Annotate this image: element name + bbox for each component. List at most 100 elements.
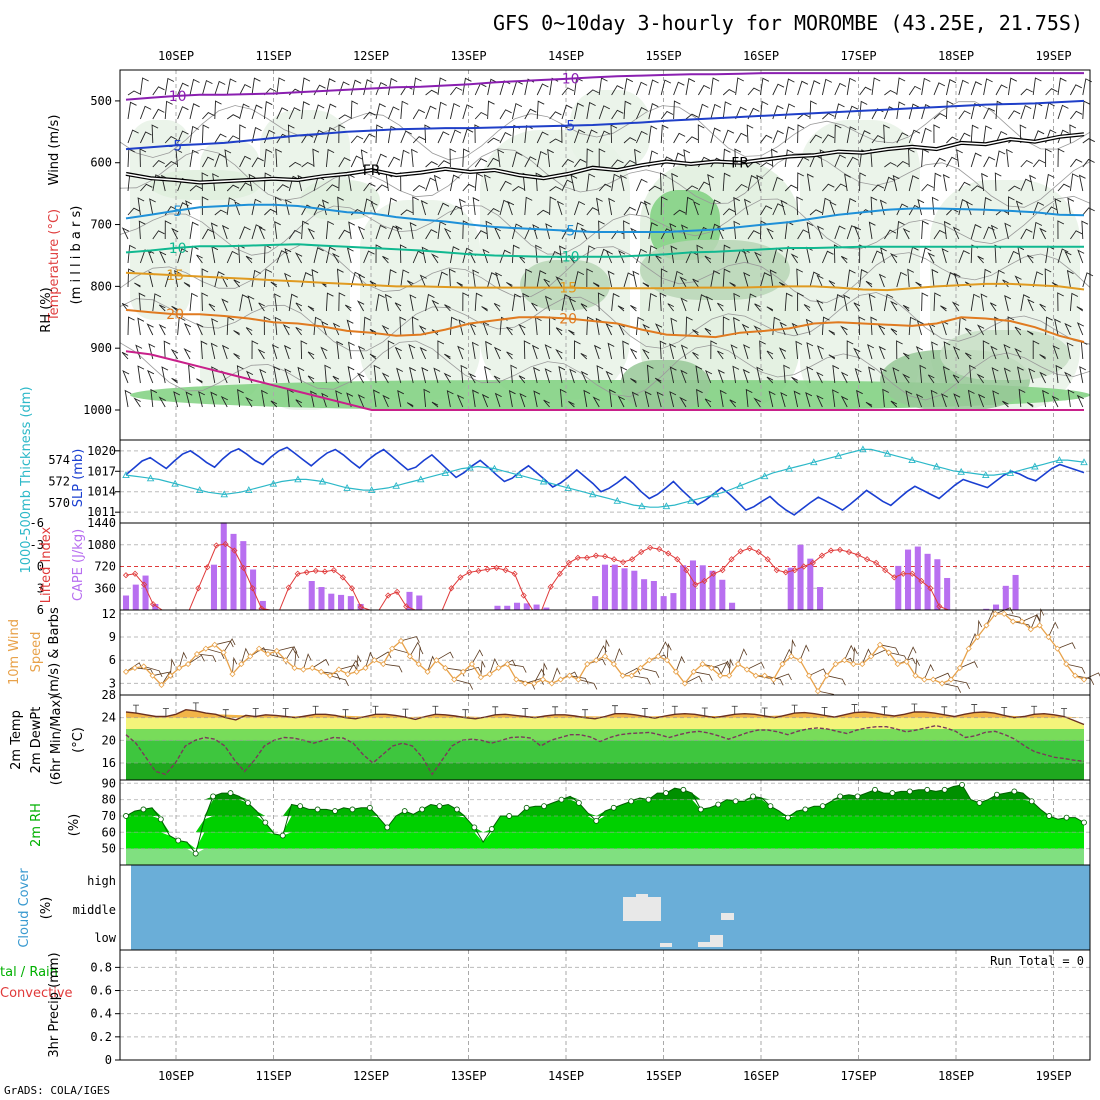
- rh-contour-line: [119, 148, 1091, 208]
- upper-wind-barb: [680, 297, 688, 312]
- upper-wind-barb: [356, 372, 365, 384]
- upper-wind-barb: [710, 77, 720, 96]
- upper-wind-barb: [1057, 104, 1069, 120]
- upper-wind-barb: [796, 196, 804, 216]
- upper-wind-barb: [896, 77, 906, 96]
- thickness-point: [1080, 458, 1088, 466]
- upper-wind-barb: [908, 85, 922, 96]
- upper-wind-barb: [462, 148, 470, 168]
- thickness-point: [662, 502, 671, 510]
- upper-wind-barb: [549, 186, 562, 192]
- upper-wind-barb: [381, 372, 390, 384]
- cape-bar: [699, 565, 706, 610]
- upper-wind-barb: [834, 82, 847, 96]
- thickness-point: [466, 463, 474, 471]
- rh-point: [558, 796, 565, 803]
- upper-wind-barb: [412, 136, 426, 144]
- upper-wind-barb: [648, 125, 658, 144]
- lifted-index-point: [249, 585, 256, 592]
- upper-wind-barb: [840, 255, 848, 264]
- lifted-index-point: [583, 554, 590, 561]
- wind10-point: [619, 672, 626, 679]
- upper-wind-barb: [722, 129, 735, 144]
- wind10-point: [495, 664, 502, 672]
- thickness-point: [515, 471, 523, 479]
- upper-wind-barb: [320, 346, 328, 360]
- upper-wind-barb: [561, 87, 575, 96]
- thickness-point: [1006, 468, 1015, 476]
- upper-wind-barb: [214, 80, 226, 96]
- wind10-point: [903, 658, 910, 665]
- upper-wind-barb: [347, 365, 355, 384]
- wind10-barb: [312, 658, 330, 669]
- wind10-point: [362, 664, 369, 672]
- upper-wind-barb: [778, 281, 786, 288]
- thickness-point: [564, 483, 572, 491]
- upper-wind-barb: [1007, 316, 1015, 336]
- upper-wind-barb: [161, 366, 169, 384]
- lifted-index-point: [638, 548, 645, 556]
- upper-wind-barb: [449, 246, 460, 264]
- rh-point: [628, 798, 635, 805]
- temp-tick-label: 28: [102, 688, 116, 702]
- upper-wind-barb: [871, 184, 885, 192]
- upper-wind-barb: [1032, 159, 1046, 168]
- wind10-barb: [240, 647, 250, 665]
- upper-wind-barb: [127, 207, 141, 216]
- upper-wind-barb: [151, 124, 159, 144]
- wind10-point: [726, 672, 733, 679]
- lifted-index-point: [448, 585, 455, 592]
- cape-ylabel: CAPE (J/kg): [71, 529, 86, 601]
- cape-bar: [817, 587, 824, 610]
- upper-wind-barb: [474, 158, 488, 168]
- upper-wind-barb: [1052, 345, 1060, 360]
- cloud-ylabel-b: (%): [39, 897, 54, 920]
- upper-wind-barb: [834, 103, 845, 120]
- upper-wind-barb: [543, 399, 550, 408]
- upper-wind-barb: [411, 316, 419, 336]
- upper-wind-barb: [853, 347, 861, 360]
- upper-wind-barb: [846, 340, 854, 359]
- wind10-point: [433, 657, 440, 664]
- upper-wind-barb: [856, 389, 863, 408]
- temperature-contour-label: FR: [731, 156, 749, 172]
- upper-wind-barb: [704, 398, 712, 408]
- upper-wind-barb: [237, 389, 244, 408]
- upper-wind-barb: [1070, 84, 1083, 96]
- wind10-barb: [799, 644, 810, 661]
- upper-wind-barb: [942, 365, 950, 384]
- upper-wind-barb: [598, 77, 608, 96]
- lifted-index-point: [520, 592, 527, 599]
- upper-wind-barb: [946, 136, 959, 144]
- upper-wind-barb: [784, 184, 798, 192]
- x-tick-label-top: 12SEP: [353, 49, 389, 63]
- rh-point: [663, 790, 669, 796]
- upper-wind-barb: [574, 158, 587, 168]
- cape-tick-label: 1440: [87, 516, 116, 530]
- upper-wind-barb: [1026, 330, 1034, 336]
- wind10-point: [1072, 672, 1079, 679]
- cape-bar: [523, 603, 530, 610]
- upper-wind-barb: [828, 329, 836, 336]
- upper-wind-barb: [933, 172, 942, 192]
- temp-fill-band: [126, 717, 1084, 729]
- lifted-index-point: [556, 570, 563, 577]
- temperature-contour-label: -5: [168, 138, 182, 154]
- upper-wind-barb: [382, 255, 389, 264]
- upper-wind-barb: [927, 374, 935, 384]
- upper-wind-barb: [586, 89, 600, 96]
- upper-wind-barb: [1069, 173, 1079, 192]
- upper-wind-barb: [816, 274, 824, 288]
- upper-wind-barb: [964, 327, 972, 336]
- upper-wind-barb: [865, 401, 873, 408]
- upper-wind-barb: [189, 78, 200, 96]
- precip-tick-label: 0.8: [90, 960, 112, 974]
- upper-wind-barb: [795, 340, 803, 360]
- thickness-point: [932, 462, 941, 470]
- cloud-ylabel-a: Cloud Cover: [17, 868, 32, 948]
- wind10-point: [1018, 618, 1025, 625]
- upper-wind-barb: [605, 370, 613, 384]
- wind10-barb: [622, 667, 641, 677]
- upper-wind-barb: [545, 223, 553, 240]
- upper-wind-barb: [883, 293, 894, 312]
